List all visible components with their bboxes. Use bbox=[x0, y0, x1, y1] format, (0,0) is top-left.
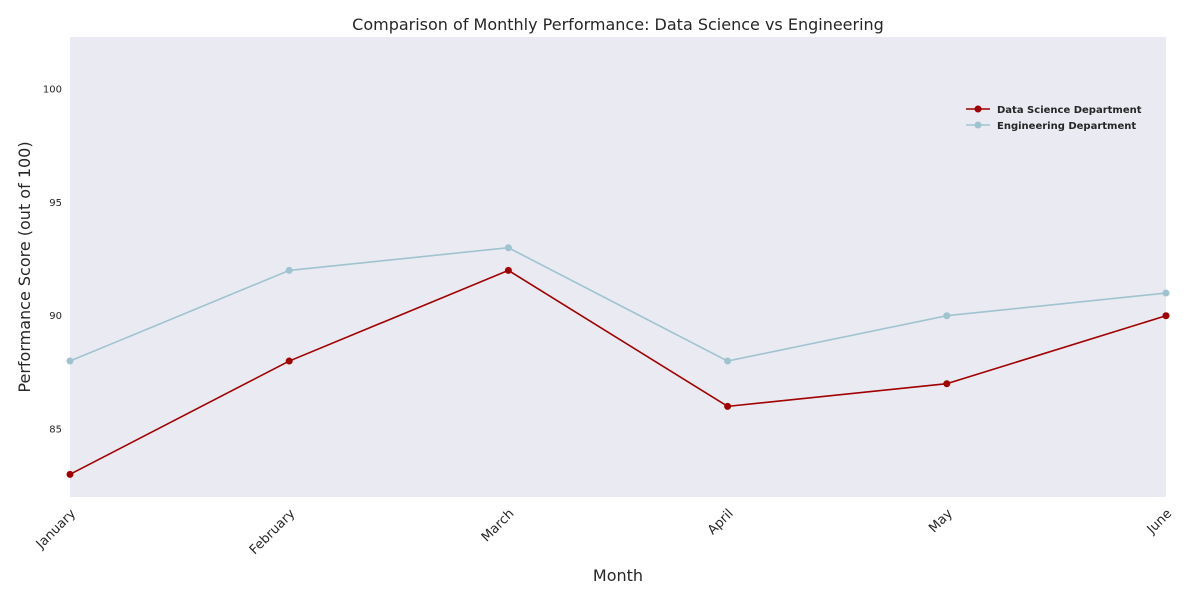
data-point-0-2 bbox=[504, 266, 512, 274]
data-point-0-4 bbox=[943, 380, 951, 388]
y-tick-label: 100 bbox=[43, 85, 62, 96]
x-tick-label: May bbox=[926, 506, 956, 536]
y-axis-ticks: 85 90 95 100 bbox=[43, 85, 62, 436]
y-axis-label: Performance Score (out of 100) bbox=[15, 141, 34, 392]
data-point-0-5 bbox=[1162, 312, 1170, 320]
x-tick-label: February bbox=[247, 506, 299, 558]
series-layer bbox=[66, 244, 1170, 478]
data-point-1-3 bbox=[724, 357, 732, 365]
data-point-1-2 bbox=[504, 244, 512, 252]
x-tick-label: March bbox=[479, 506, 518, 545]
x-tick-label: June bbox=[1144, 506, 1175, 537]
x-axis-ticks: January February March April May June bbox=[33, 506, 1175, 558]
y-tick-label: 95 bbox=[49, 198, 62, 209]
data-point-0-1 bbox=[285, 357, 293, 365]
legend-marker-data-science bbox=[974, 105, 982, 113]
data-point-0-3 bbox=[724, 402, 732, 410]
x-tick-label: April bbox=[705, 506, 737, 538]
y-tick-label: 85 bbox=[49, 425, 62, 436]
plot-area bbox=[70, 37, 1166, 497]
data-point-1-0 bbox=[66, 357, 74, 365]
series-line-1 bbox=[69, 246, 1167, 362]
series-0 bbox=[66, 266, 1170, 478]
legend: Data Science Department Engineering Depa… bbox=[966, 105, 1142, 132]
y-tick-label: 90 bbox=[49, 311, 62, 322]
legend-label-engineering: Engineering Department bbox=[997, 121, 1136, 132]
data-point-1-1 bbox=[285, 266, 293, 274]
data-point-0-0 bbox=[66, 470, 74, 478]
chart-title: Comparison of Monthly Performance: Data … bbox=[352, 15, 884, 34]
x-tick-label: January bbox=[33, 506, 79, 552]
legend-marker-engineering bbox=[974, 121, 982, 129]
legend-label-data-science: Data Science Department bbox=[997, 105, 1142, 116]
data-point-1-5 bbox=[1162, 289, 1170, 297]
series-1 bbox=[66, 244, 1170, 365]
x-axis-label: Month bbox=[593, 566, 643, 585]
data-point-1-4 bbox=[943, 312, 951, 320]
series-line-0 bbox=[69, 269, 1167, 476]
